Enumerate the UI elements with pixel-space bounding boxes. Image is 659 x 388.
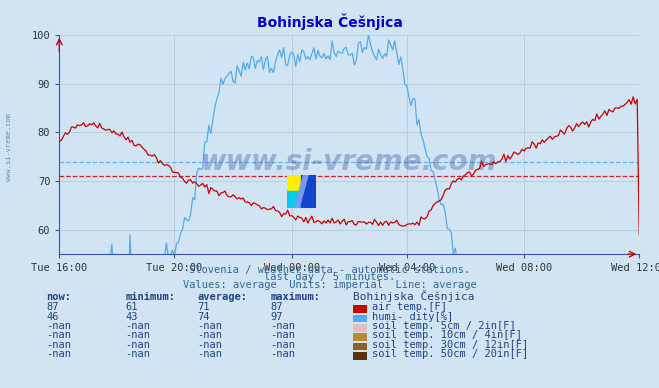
Text: now:: now: (46, 291, 71, 301)
Text: -nan: -nan (198, 321, 223, 331)
Text: 46: 46 (46, 312, 59, 322)
Text: -nan: -nan (270, 349, 295, 359)
Text: minimum:: minimum: (125, 291, 175, 301)
Text: -nan: -nan (125, 330, 150, 340)
Text: -nan: -nan (270, 321, 295, 331)
Text: average:: average: (198, 291, 248, 301)
Text: 43: 43 (125, 312, 138, 322)
Text: -nan: -nan (270, 340, 295, 350)
Text: -nan: -nan (125, 340, 150, 350)
Text: 74: 74 (198, 312, 210, 322)
Text: Bohinjska Češnjica: Bohinjska Češnjica (256, 13, 403, 29)
Bar (302, 191, 316, 208)
Text: -nan: -nan (270, 330, 295, 340)
Text: -nan: -nan (46, 349, 71, 359)
Polygon shape (295, 175, 308, 208)
Text: air temp.[F]: air temp.[F] (372, 302, 447, 312)
Text: Values: average  Units: imperial  Line: average: Values: average Units: imperial Line: av… (183, 280, 476, 290)
Text: www.si-vreme.com: www.si-vreme.com (5, 113, 12, 182)
Text: soil temp. 5cm / 2in[F]: soil temp. 5cm / 2in[F] (372, 321, 516, 331)
Bar (302, 175, 316, 191)
Text: -nan: -nan (125, 321, 150, 331)
Text: last day / 5 minutes.: last day / 5 minutes. (264, 272, 395, 282)
Text: 71: 71 (198, 302, 210, 312)
Text: maximum:: maximum: (270, 291, 320, 301)
Text: Slovenia / weather data - automatic stations.: Slovenia / weather data - automatic stat… (189, 265, 470, 275)
Text: 97: 97 (270, 312, 283, 322)
Text: soil temp. 30cm / 12in[F]: soil temp. 30cm / 12in[F] (372, 340, 529, 350)
Text: soil temp. 10cm / 4in[F]: soil temp. 10cm / 4in[F] (372, 330, 523, 340)
Text: -nan: -nan (198, 330, 223, 340)
Text: 87: 87 (270, 302, 283, 312)
Text: 87: 87 (46, 302, 59, 312)
Bar (287, 175, 302, 191)
Text: Bohinjska Češnjica: Bohinjska Češnjica (353, 289, 474, 301)
Text: soil temp. 50cm / 20in[F]: soil temp. 50cm / 20in[F] (372, 349, 529, 359)
Text: www.si-vreme.com: www.si-vreme.com (201, 148, 498, 176)
Text: humi- dity[%]: humi- dity[%] (372, 312, 453, 322)
Text: -nan: -nan (46, 330, 71, 340)
Bar (287, 191, 302, 208)
Text: -nan: -nan (198, 340, 223, 350)
Text: -nan: -nan (125, 349, 150, 359)
Text: -nan: -nan (46, 340, 71, 350)
Text: 61: 61 (125, 302, 138, 312)
Text: -nan: -nan (198, 349, 223, 359)
Text: -nan: -nan (46, 321, 71, 331)
